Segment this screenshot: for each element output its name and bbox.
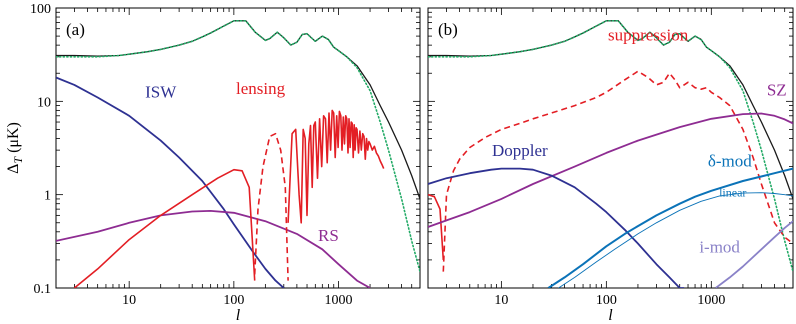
series-sz [428,112,793,228]
x-tick-label: 100 [596,293,617,308]
series-i-mod [715,220,793,288]
curve-label--mod: δ-mod [708,152,752,171]
x-tick-label: 1000 [697,293,725,308]
curve-label-lensing: lensing [236,79,286,98]
curve-label-suppression: suppression [608,25,689,44]
x-tick-label: 1000 [325,293,353,308]
x-tick-label: 10 [122,293,136,308]
curve-label-linear: linear [719,186,746,200]
x-tick-label: 10 [494,293,508,308]
x-axis-label: l [608,307,613,324]
curve-label-sz: SZ [767,81,787,100]
y-axis-label: ΔT (μK) [5,122,25,174]
y-tick-label: 10 [37,95,51,110]
series-isw [56,76,285,288]
series-line-2 [428,193,445,260]
curve-label-rs: RS [318,226,339,245]
curve-label-isw: ISW [145,82,177,101]
series-line-1 [56,20,420,273]
panel-label: (a) [66,20,85,39]
y-axis-label-unit: (μK) [5,122,22,157]
y-axis-label-sub: T [11,156,25,164]
series-line-0 [428,20,793,200]
series-line-1 [428,20,793,273]
curve-label-i-mod: i-mod [699,238,740,257]
curve-label-doppler: Doppler [492,141,548,160]
series-rs [56,210,371,288]
y-tick-label: 100 [30,2,51,17]
series-linear [558,192,793,288]
series-group [428,20,793,288]
series-doppler [428,167,685,288]
series-lensing [73,168,256,288]
x-tick-label: 100 [223,293,244,308]
x-axis-label: l [236,307,241,324]
series-group [56,20,420,288]
y-tick-label: 1 [44,189,51,204]
plot-frame [427,7,794,289]
panel-label: (b) [438,20,458,39]
y-tick-label: 0.1 [34,282,52,297]
series-line-5 [253,132,289,281]
series--mod [547,167,793,288]
y-axis-label-main: Δ [5,164,22,174]
plot-frame [55,7,421,289]
series-line-6 [287,109,385,224]
series-suppression [442,70,793,272]
panel-b: 10 100 1000 l suppression SZ Doppler δ-mod linea… [427,7,794,324]
series-line-0 [56,20,420,200]
